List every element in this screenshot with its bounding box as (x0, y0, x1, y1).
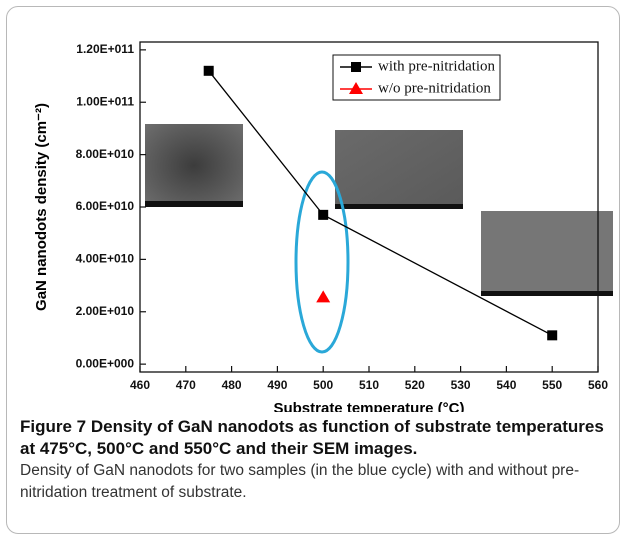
y-tick-label: 0.00E+000 (76, 356, 135, 370)
marker (316, 290, 331, 303)
caption-title: Density of GaN nanodots as function of s… (20, 417, 604, 458)
y-tick-label: 1.20E+011 (76, 42, 134, 56)
marker (318, 209, 329, 220)
caption-heading: Figure 7 Density of GaN nanodots as func… (20, 416, 612, 460)
y-tick-label: 8.00E+010 (76, 147, 135, 161)
x-tick-label: 540 (496, 378, 516, 392)
y-axis-title: GaN nanodots density (cm⁻²) (33, 103, 50, 311)
x-tick-label: 460 (130, 378, 150, 392)
legend-label: with pre-nitridation (378, 58, 496, 74)
caption-text: Density of GaN nanodots for two samples … (20, 462, 580, 501)
sem-image (145, 124, 243, 207)
marker (203, 65, 214, 76)
legend-marker (349, 82, 363, 94)
x-tick-label: 530 (451, 378, 471, 392)
y-tick-label: 1.00E+011 (76, 94, 134, 108)
highlight-ellipse (294, 170, 350, 354)
x-tick-label: 500 (313, 378, 333, 392)
x-tick-label: 490 (267, 378, 287, 392)
caption: Figure 7 Density of GaN nanodots as func… (20, 416, 612, 504)
y-tick-label: 2.00E+010 (76, 304, 135, 318)
sem-info-bar (145, 201, 243, 207)
x-tick-label: 550 (542, 378, 562, 392)
sem-image (481, 211, 613, 296)
chart: Substrate temperature (°C) GaN nanodots … (33, 41, 613, 412)
x-tick-label: 480 (222, 378, 242, 392)
sem-image (335, 130, 463, 209)
x-tick-label: 510 (359, 378, 379, 392)
legend-label: w/o pre-nitridation (378, 80, 491, 96)
x-tick-label: 560 (588, 378, 608, 392)
figure-frame (6, 6, 620, 534)
x-axis-title: Substrate temperature (°C) (273, 400, 464, 412)
figure-label: Figure 7 (20, 417, 87, 436)
x-tick-label: 470 (176, 378, 196, 392)
x-tick-label: 520 (405, 378, 425, 392)
legend-marker (351, 62, 361, 72)
y-tick-label: 4.00E+010 (76, 252, 135, 266)
sem-info-bar (481, 291, 613, 296)
sem-images (145, 124, 613, 296)
y-tick-label: 6.00E+010 (76, 199, 135, 213)
marker (547, 330, 558, 341)
sem-info-bar (335, 204, 463, 209)
